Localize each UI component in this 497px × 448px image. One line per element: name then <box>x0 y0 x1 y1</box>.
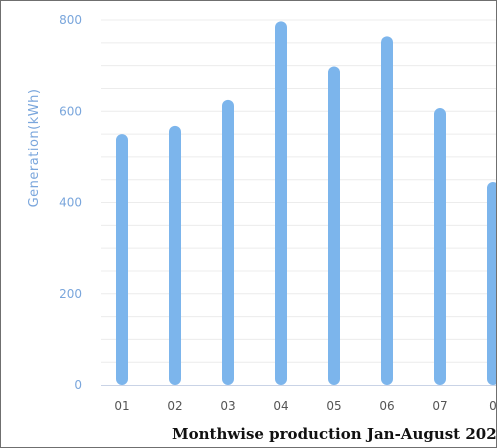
x-tick-label: 06 <box>379 399 394 413</box>
y-tick-label: 800 <box>59 13 82 27</box>
bar-07[interactable] <box>434 108 446 386</box>
x-tick-label: 07 <box>432 399 447 413</box>
x-tick-label: 04 <box>273 399 288 413</box>
bar-06[interactable] <box>381 36 393 386</box>
bar-03[interactable] <box>222 99 234 385</box>
x-tick-label: 01 <box>114 399 129 413</box>
bar-04[interactable] <box>275 21 287 386</box>
x-tick-label: 03 <box>220 399 235 413</box>
bar-08[interactable] <box>487 181 497 385</box>
bar-05[interactable] <box>328 66 340 385</box>
chart-title: Monthwise production Jan-August 2024 <box>172 425 497 443</box>
y-tick-label: 600 <box>59 104 82 118</box>
x-tick-label: 02 <box>167 399 182 413</box>
y-tick-label: 400 <box>59 196 82 210</box>
y-axis-label: Generation(kWh) <box>27 89 42 208</box>
x-tick-label: 05 <box>326 399 341 413</box>
bar-01[interactable] <box>116 134 128 385</box>
y-tick-label: 200 <box>59 287 82 301</box>
x-tick-label: 0 <box>489 399 497 413</box>
bar-02[interactable] <box>169 125 181 385</box>
y-tick-label: 0 <box>74 378 82 392</box>
